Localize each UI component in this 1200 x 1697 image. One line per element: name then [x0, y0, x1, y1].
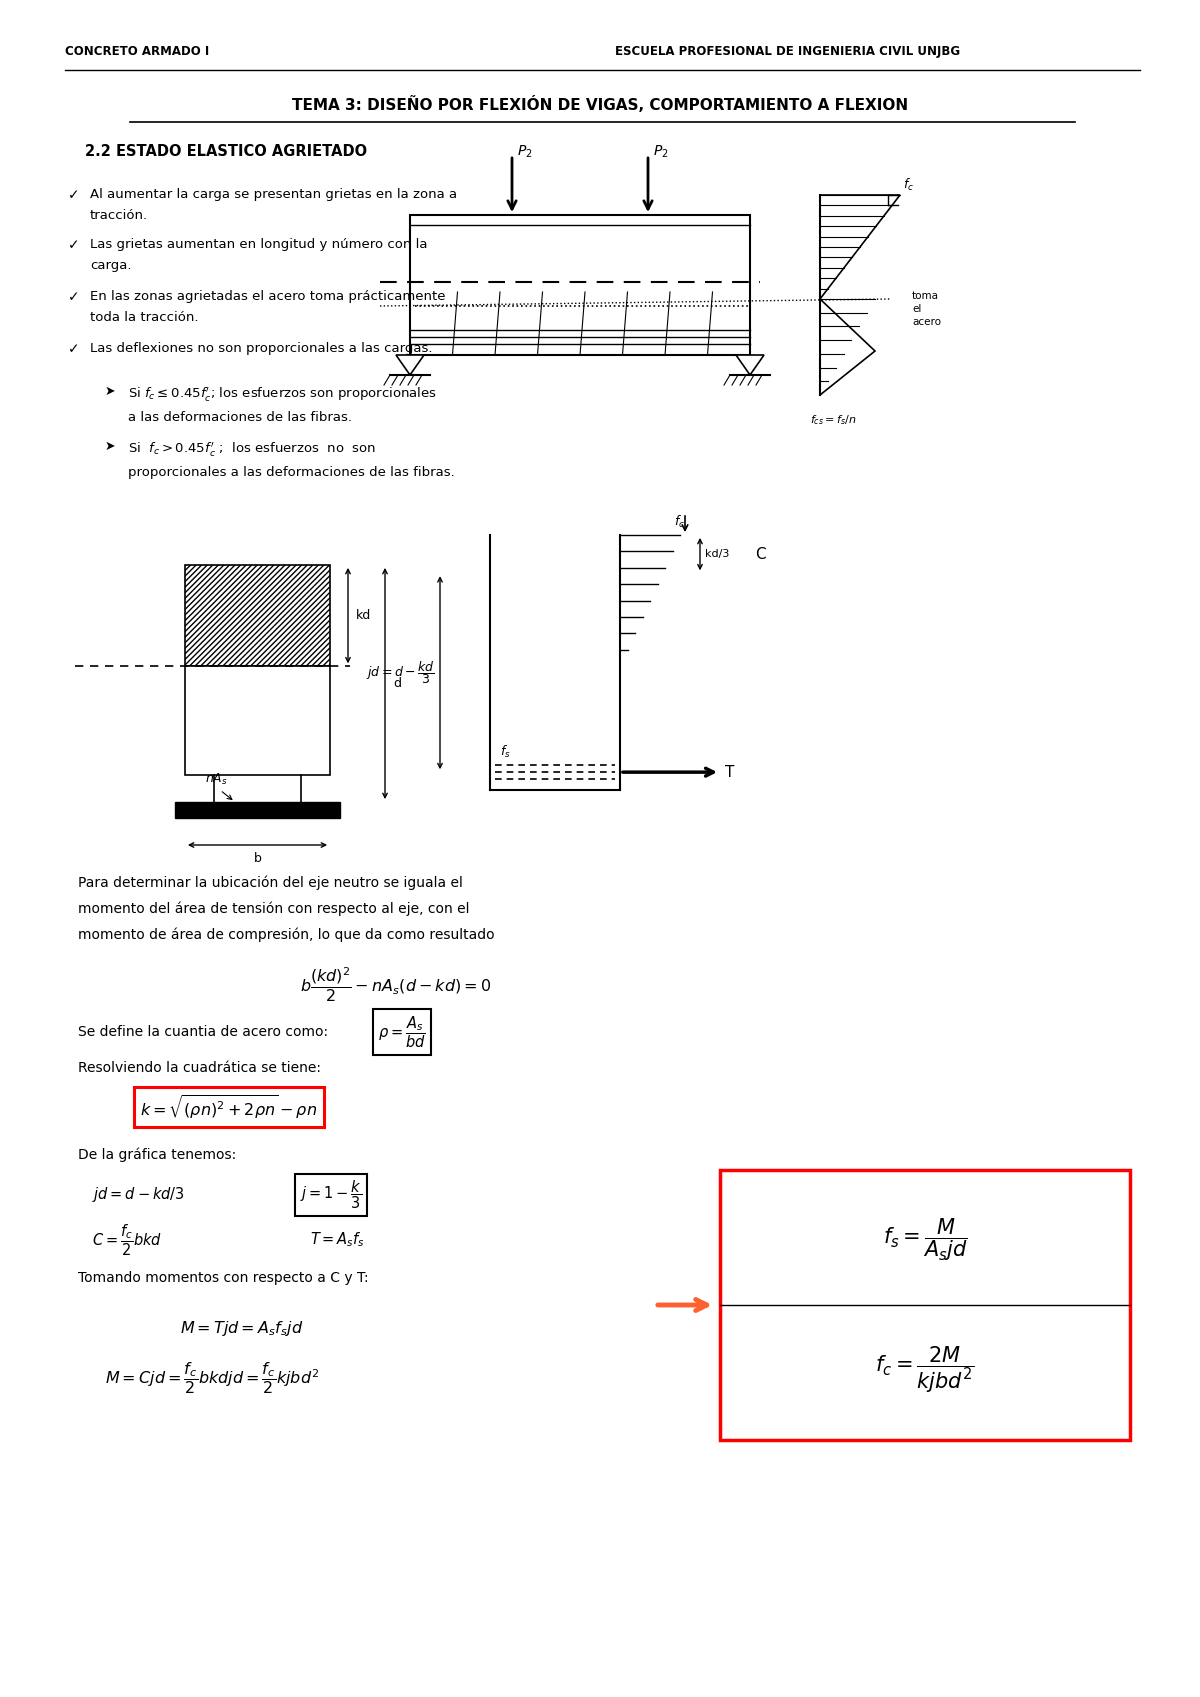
Text: $jd = d - kd/3$: $jd = d - kd/3$	[92, 1186, 185, 1205]
Text: De la gráfica tenemos:: De la gráfica tenemos:	[78, 1147, 236, 1162]
Text: Las deflexiones no son proporcionales a las cargas.: Las deflexiones no son proporcionales a …	[90, 343, 432, 355]
Text: $P_2$: $P_2$	[653, 144, 668, 160]
Text: Resolviendo la cuadrática se tiene:: Resolviendo la cuadrática se tiene:	[78, 1061, 322, 1074]
Text: Si  $f_c > 0.45f_c^{\prime}$ ;  los esfuerzos  no  son
proporcionales a las defo: Si $f_c > 0.45f_c^{\prime}$ ; los esfuer…	[128, 440, 455, 479]
Polygon shape	[396, 355, 424, 375]
Text: TEMA 3: DISEÑO POR FLEXIÓN DE VIGAS, COMPORTAMIENTO A FLEXION: TEMA 3: DISEÑO POR FLEXIÓN DE VIGAS, COM…	[292, 97, 908, 114]
Text: $j = 1 - \dfrac{k}{3}$: $j = 1 - \dfrac{k}{3}$	[300, 1179, 362, 1212]
Text: toma
el
acero: toma el acero	[912, 290, 941, 328]
Text: $M = Tjd = A_sf_sjd$: $M = Tjd = A_sf_sjd$	[180, 1319, 304, 1337]
Bar	[175, 803, 340, 818]
Text: $k = \sqrt{(\rho n)^2 + 2\rho n} - \rho n$: $k = \sqrt{(\rho n)^2 + 2\rho n} - \rho …	[140, 1093, 317, 1122]
Text: $f_s$: $f_s$	[500, 743, 511, 760]
Text: ✓: ✓	[68, 238, 79, 251]
Text: ✓: ✓	[68, 343, 79, 356]
Text: $f_c = \dfrac{2M}{kjbd^2}$: $f_c = \dfrac{2M}{kjbd^2}$	[875, 1344, 974, 1395]
Text: 2.2 ESTADO ELASTICO AGRIETADO: 2.2 ESTADO ELASTICO AGRIETADO	[85, 144, 367, 160]
Text: $jd = d - \dfrac{kd}{3}$: $jd = d - \dfrac{kd}{3}$	[366, 658, 436, 686]
Bar	[410, 216, 750, 355]
Text: T: T	[725, 765, 734, 779]
Text: d: d	[394, 677, 401, 691]
Bar	[185, 565, 330, 667]
Text: $\rho = \dfrac{A_s}{bd}$: $\rho = \dfrac{A_s}{bd}$	[378, 1015, 426, 1050]
Text: $f_{cs}= f_s/n$: $f_{cs}= f_s/n$	[810, 412, 857, 428]
Bar	[185, 667, 330, 776]
Text: ✓: ✓	[68, 290, 79, 304]
Text: $T = A_sf_s$: $T = A_sf_s$	[310, 1230, 365, 1249]
Text: CONCRETO ARMADO I: CONCRETO ARMADO I	[65, 46, 209, 58]
Polygon shape	[736, 355, 764, 375]
Text: $f_s = \dfrac{M}{A_s jd}$: $f_s = \dfrac{M}{A_s jd}$	[882, 1217, 967, 1264]
Text: C: C	[755, 546, 766, 562]
Text: $b\dfrac{(kd)^2}{2} - nA_s(d - kd) = 0$: $b\dfrac{(kd)^2}{2} - nA_s(d - kd) = 0$	[300, 966, 491, 1005]
Text: Al aumentar la carga se presentan grietas en la zona a
tracción.: Al aumentar la carga se presentan grieta…	[90, 188, 457, 222]
Text: $C = \dfrac{f_c}{2}bkd$: $C = \dfrac{f_c}{2}bkd$	[92, 1222, 162, 1257]
Text: ➤: ➤	[106, 440, 115, 453]
Text: Tomando momentos con respecto a C y T:: Tomando momentos con respecto a C y T:	[78, 1271, 368, 1285]
Text: $P_2$: $P_2$	[517, 144, 533, 160]
Text: Para determinar la ubicación del eje neutro se iguala el
momento del área de ten: Para determinar la ubicación del eje neu…	[78, 876, 494, 942]
Text: $M = Cjd = \dfrac{f_c}{2}bkdjd = \dfrac{f_c}{2}kjbd^2$: $M = Cjd = \dfrac{f_c}{2}bkdjd = \dfrac{…	[106, 1361, 319, 1397]
Text: Si $f_c \leq 0.45f_c^{\prime}$; los esfuerzos son proporcionales
a las deformaci: Si $f_c \leq 0.45f_c^{\prime}$; los esfu…	[128, 385, 437, 424]
Text: $f_c$: $f_c$	[674, 514, 685, 529]
Text: kd: kd	[356, 609, 371, 623]
Text: b: b	[253, 852, 262, 865]
Text: $f_c$: $f_c$	[902, 176, 914, 193]
Text: Las grietas aumentan en longitud y número con la
carga.: Las grietas aumentan en longitud y númer…	[90, 238, 427, 272]
Bar	[720, 1169, 1130, 1441]
Text: kd/3: kd/3	[706, 550, 730, 558]
Text: ✓: ✓	[68, 188, 79, 202]
Text: En las zonas agrietadas el acero toma prácticamente
toda la tracción.: En las zonas agrietadas el acero toma pr…	[90, 290, 445, 324]
Text: Se define la cuantia de acero como:: Se define la cuantia de acero como:	[78, 1025, 328, 1039]
Text: ➤: ➤	[106, 385, 115, 399]
Text: $nA_s$: $nA_s$	[205, 772, 228, 787]
Text: ESCUELA PROFESIONAL DE INGENIERIA CIVIL UNJBG: ESCUELA PROFESIONAL DE INGENIERIA CIVIL …	[616, 46, 960, 58]
